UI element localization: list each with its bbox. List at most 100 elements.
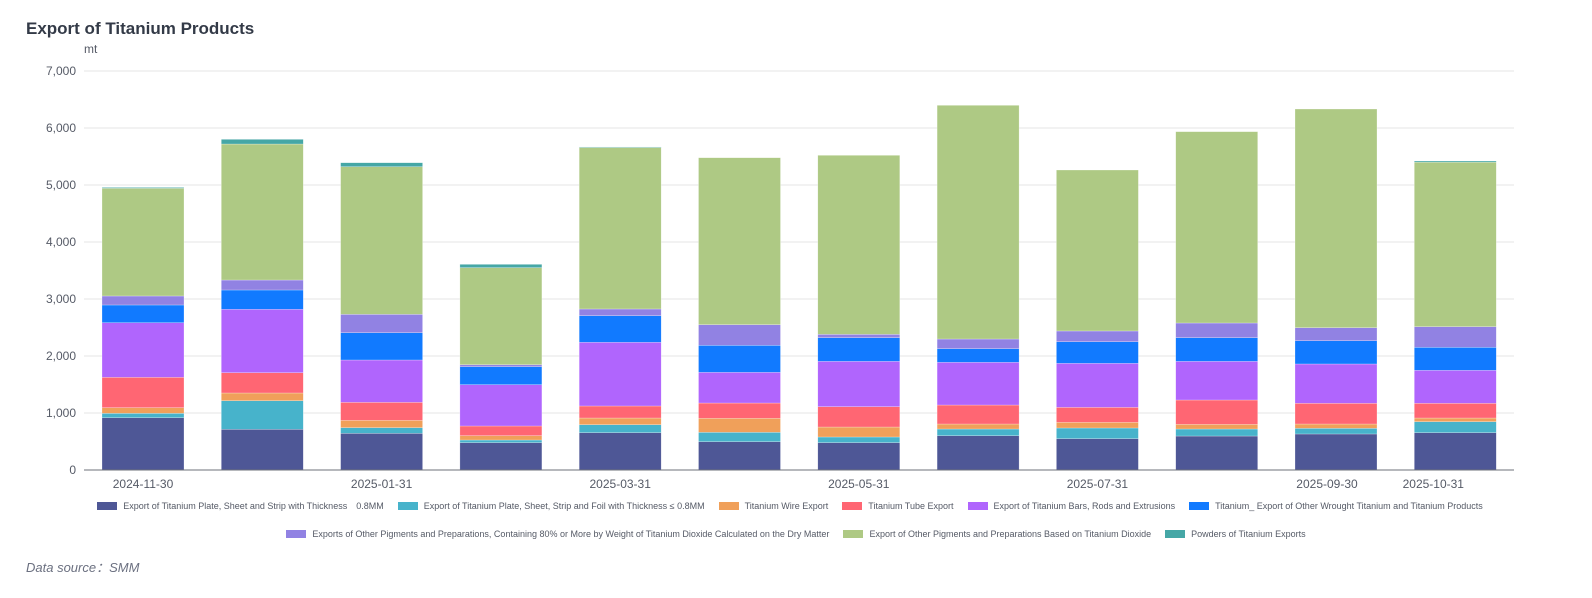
bar-segment <box>1175 399 1258 425</box>
bar-segment <box>578 432 662 471</box>
legend-item[interactable]: Titanium_ Export of Other Wrought Titani… <box>1189 499 1483 512</box>
bar-segment <box>221 309 304 373</box>
bar-segment <box>936 348 1020 363</box>
bar-segment <box>817 426 901 438</box>
bar-segment <box>340 420 423 428</box>
bar-segment <box>817 442 901 471</box>
bar-segment <box>101 304 185 323</box>
legend-swatch <box>842 501 863 510</box>
bar-segment <box>936 435 1020 471</box>
bar-segment <box>221 143 304 281</box>
legend-label: Powders of Titanium Exports <box>1191 529 1306 539</box>
legend-item[interactable]: Titanium Tube Export <box>842 499 954 512</box>
bar-segment <box>1414 432 1497 471</box>
bar-segment <box>221 392 304 401</box>
bar-segment <box>817 361 901 407</box>
bar-segment <box>1056 363 1139 408</box>
y-axis-unit: mt <box>84 42 98 56</box>
x-tick-label: 2025-07-31 <box>1067 477 1129 491</box>
bar-segment <box>578 424 662 433</box>
legend-item[interactable]: Export of Titanium Plate, Sheet, Strip a… <box>397 499 705 512</box>
legend-row-1: Export of Titanium Plate, Sheet and Stri… <box>0 499 1586 512</box>
data-source: Data source：SMM <box>26 560 140 575</box>
bar-segment <box>221 429 304 471</box>
bar-segment <box>340 332 423 361</box>
bar-segment <box>936 362 1020 406</box>
legend-item[interactable]: Powders of Titanium Exports <box>1165 529 1306 539</box>
legend-item[interactable]: Export of Titanium Plate, Sheet and Stri… <box>97 499 384 512</box>
y-tick-label: 0 <box>69 463 76 477</box>
bar-segment <box>936 423 1020 430</box>
bar-segment <box>340 162 423 167</box>
bar-segment <box>578 315 662 343</box>
bar-segment <box>1175 337 1258 362</box>
bar-segment <box>1175 435 1258 471</box>
legend-label: Export of Titanium Plate, Sheet, Strip a… <box>423 500 705 511</box>
bar-segment <box>101 322 185 378</box>
bar-segment <box>817 337 901 362</box>
legend-item[interactable]: Export of Titanium Bars, Rods and Extrus… <box>967 499 1176 512</box>
bar-segment <box>101 377 185 408</box>
bar-segment <box>1414 160 1497 163</box>
bar-segment <box>1294 108 1378 328</box>
x-tick-label: 2025-01-31 <box>351 477 413 491</box>
legend-swatch <box>397 501 418 510</box>
bar-segment <box>936 338 1020 349</box>
bar-segment <box>1294 340 1378 365</box>
legend-item[interactable]: Titanium Wire Export <box>718 499 829 512</box>
bar-segment <box>459 439 543 443</box>
bar-segment <box>1175 361 1258 401</box>
bar-segment <box>698 402 781 419</box>
bar-segment <box>459 442 543 471</box>
legend-swatch <box>843 530 864 538</box>
bar-segment <box>101 295 185 306</box>
bar-segment <box>1056 427 1139 439</box>
legend-label: Export of Titanium Bars, Rods and Extrus… <box>993 500 1176 511</box>
x-tick-label: 2025-10-31 <box>1403 477 1465 491</box>
bar-segment <box>1414 347 1497 371</box>
bar-segment <box>1056 169 1139 332</box>
legend-label: Exports of Other Pigments and Preparatio… <box>312 529 830 539</box>
bar-segment <box>817 155 901 335</box>
legend-label: Titanium Wire Export <box>744 500 829 511</box>
x-tick-label: 2025-05-31 <box>828 477 890 491</box>
bar-segment <box>1414 403 1497 419</box>
legend-label: Export of Titanium Plate, Sheet and Stri… <box>123 501 384 511</box>
bar-segment <box>340 433 423 471</box>
x-tick-label: 2024-11-30 <box>113 477 174 491</box>
bar-segment <box>459 366 543 385</box>
y-tick-label: 6,000 <box>46 121 76 135</box>
legend-swatch <box>286 530 307 538</box>
bar-segment <box>221 400 304 430</box>
bar-segment <box>698 432 781 442</box>
bar-segment <box>221 372 304 394</box>
legend-item[interactable]: Exports of Other Pigments and Preparatio… <box>286 529 829 539</box>
bar-segment <box>1056 341 1139 364</box>
bar-segment <box>1175 131 1258 324</box>
bar-segment <box>459 267 543 365</box>
y-tick-label: 5,000 <box>46 178 76 192</box>
legend-swatch <box>97 501 118 510</box>
bar-segment <box>817 406 901 428</box>
bar-segment <box>698 372 781 404</box>
legend-label: Titanium Tube Export <box>868 500 954 511</box>
bar-segment <box>101 413 185 418</box>
bar-segment <box>1294 423 1378 429</box>
bar-segment <box>1294 327 1378 341</box>
bar-segment <box>1056 407 1139 423</box>
legend-label: Export of Other Pigments and Preparation… <box>869 529 1152 539</box>
bar-segment <box>221 279 304 291</box>
bar-segment <box>936 404 1020 425</box>
bar-segment <box>1175 322 1258 338</box>
y-tick-label: 7,000 <box>46 64 76 78</box>
bar-segment <box>698 324 781 346</box>
bar-segment <box>1175 424 1258 430</box>
bar-segment <box>459 435 543 441</box>
bar-segment <box>1056 438 1139 471</box>
x-tick-label: 2025-03-31 <box>590 477 652 491</box>
bar-segment <box>340 314 423 333</box>
chart-title: Export of Titanium Products <box>26 19 255 38</box>
legend-item[interactable]: Export of Other Pigments and Preparation… <box>843 529 1151 539</box>
bar-segment <box>459 384 543 427</box>
